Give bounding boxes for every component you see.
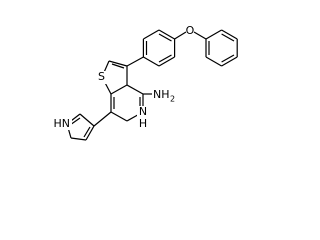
oxygen-label: O (186, 24, 195, 37)
label-mask (58, 118, 72, 130)
amine-label: NH (153, 88, 170, 101)
amine-subscript: 2 (170, 95, 175, 104)
pyridine-h-label: H (139, 117, 147, 130)
sulfur-label: S (98, 70, 105, 83)
pyridine-n-label: N (139, 105, 147, 118)
molecule-diagram: S O NH 2 N H HN (54, 24, 238, 141)
label-mask (95, 71, 108, 84)
bonds (66, 29, 238, 141)
pyrrole-nh-label: HN (54, 117, 71, 130)
label-mask (137, 106, 149, 118)
